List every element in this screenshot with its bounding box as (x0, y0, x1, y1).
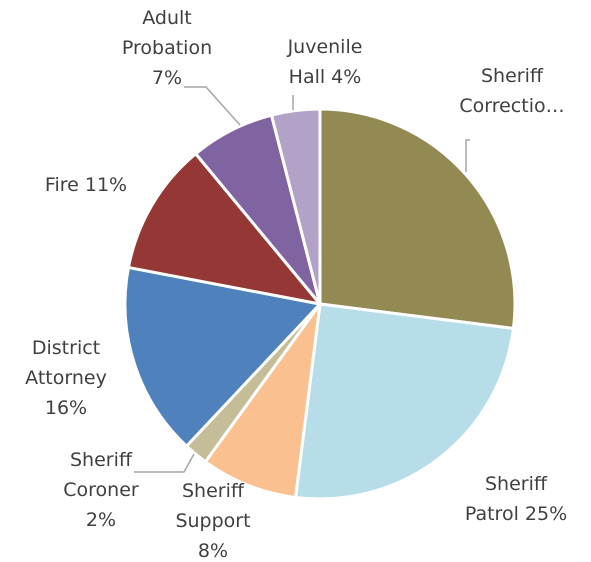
leader-line-adult-probation (184, 86, 241, 126)
data-label-line: Juvenile (287, 36, 363, 58)
data-label-line: Sheriff (70, 449, 133, 471)
data-label-line: District (32, 337, 100, 359)
data-label-sheriff-support: Sheriff Support 8% (175, 480, 250, 562)
data-label-line: Probation (122, 37, 212, 59)
data-label-adult-probation: Adult Probation 7% (122, 7, 212, 89)
data-label-sheriff-coroner: Sheriff Coroner 2% (63, 449, 139, 531)
data-label-line: Hall 4% (289, 66, 362, 88)
pie-slice-sheriff-patrol (294, 302, 515, 501)
data-label-line: Attorney (25, 367, 107, 389)
pie-slice-sheriff-support (203, 302, 322, 499)
labels-layer: Sheriff Correctio…Sheriff Patrol 25%Sherif… (25, 7, 567, 562)
slices-layer (123, 107, 517, 501)
pie-slice-juvenile-hall (270, 107, 322, 306)
data-label-line: 16% (45, 397, 87, 419)
data-label-fire: Fire 11% (45, 174, 127, 196)
pie-slice-sheriff-corrections (318, 107, 517, 330)
data-label-line: Support (175, 510, 250, 532)
data-label-line: 7% (152, 67, 182, 89)
data-label-line: 8% (198, 540, 228, 562)
leader-lines-layer (134, 86, 470, 473)
pie-slice-district-attorney (123, 265, 322, 448)
data-label-line: Correctio… (459, 95, 564, 117)
leader-line-sheriff-corrections (465, 139, 470, 172)
data-label-line: Sheriff (485, 473, 548, 495)
data-label-district-attorney: District Attorney 16% (25, 337, 107, 419)
data-label-line: 2% (86, 509, 116, 531)
data-label-juvenile-hall: Juvenile Hall 4% (287, 36, 363, 88)
pie-slice-fire (126, 152, 322, 306)
leader-line-sheriff-coroner (134, 453, 195, 473)
data-label-line: Patrol 25% (465, 503, 567, 525)
data-label-sheriff-patrol: Sheriff Patrol 25% (465, 473, 567, 525)
data-label-line: Fire 11% (45, 174, 127, 196)
data-label-line: Sheriff (182, 480, 245, 502)
data-label-line: Adult (142, 7, 192, 29)
data-label-sheriff-corrections: Sheriff Correctio… (459, 65, 564, 117)
data-label-line: Sheriff (481, 65, 544, 87)
data-label-line: Coroner (63, 479, 139, 501)
